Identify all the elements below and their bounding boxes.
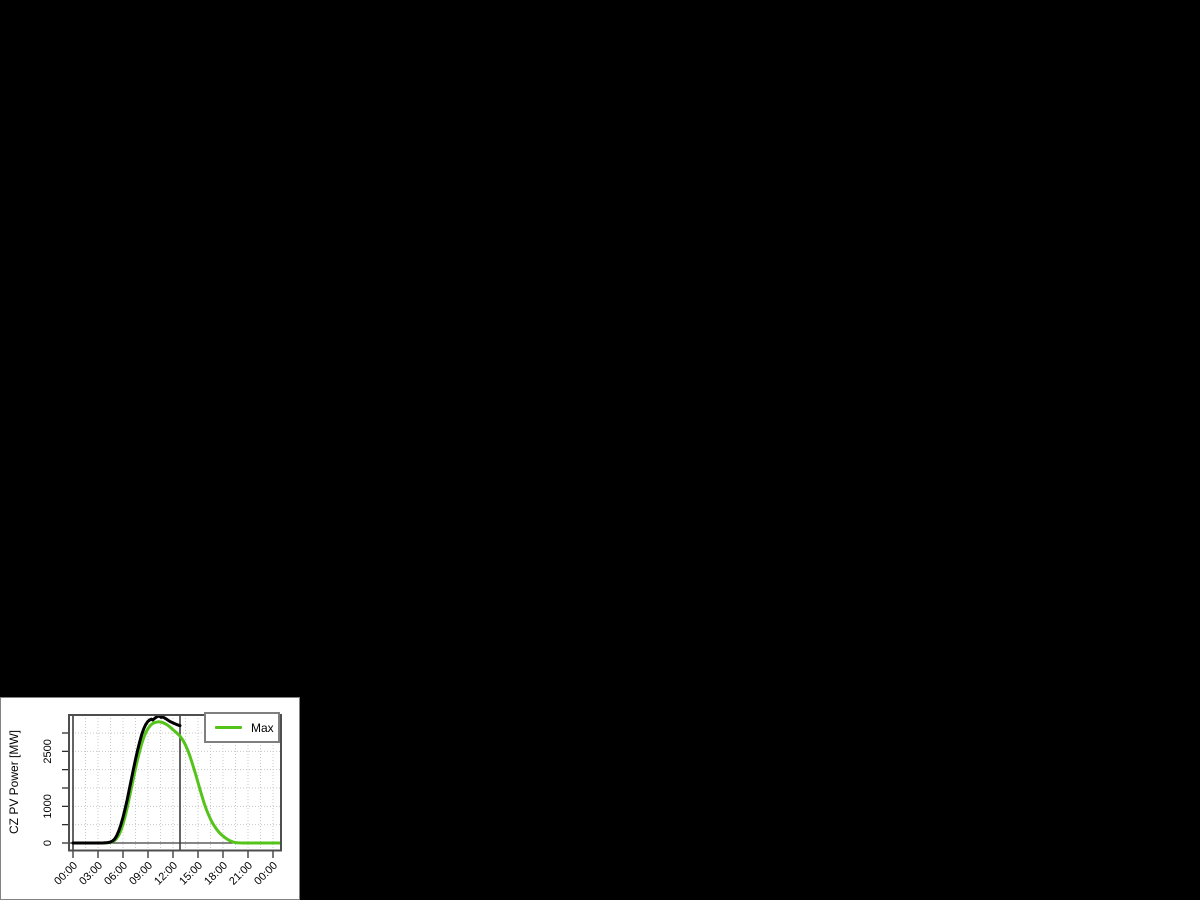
y-tick-label: 2500 <box>42 739 54 763</box>
x-tick-label: 18:00 <box>202 860 230 888</box>
x-tick-label: 09:00 <box>127 860 155 888</box>
x-tick-label: 00:00 <box>52 860 80 888</box>
x-tick-label: 00:00 <box>252 860 280 888</box>
chart-svg: 00:0003:0006:0009:0012:0015:0018:0021:00… <box>7 714 282 888</box>
pv-power-chart-panel: 00:00 03:00 06:00 09:00 12:00 15:00 18:00 21:00… <box>0 697 300 900</box>
series-line-current <box>71 714 182 845</box>
legend-label: Max <box>251 720 274 735</box>
x-tick-label: 03:00 <box>77 860 105 888</box>
plot-border <box>68 714 282 852</box>
chart-legend: Max <box>204 712 280 743</box>
y-tick-label: 0 <box>42 840 54 846</box>
y-axis-title: CZ PV Power [MW] <box>7 730 21 834</box>
x-tick-label: 21:00 <box>227 860 255 888</box>
legend-line-sample <box>215 726 242 729</box>
x-tick-label: 15:00 <box>177 860 205 888</box>
y-tick-label: 1000 <box>42 794 54 818</box>
x-tick-label: 12:00 <box>152 860 180 888</box>
x-tick-label: 06:00 <box>102 860 130 888</box>
